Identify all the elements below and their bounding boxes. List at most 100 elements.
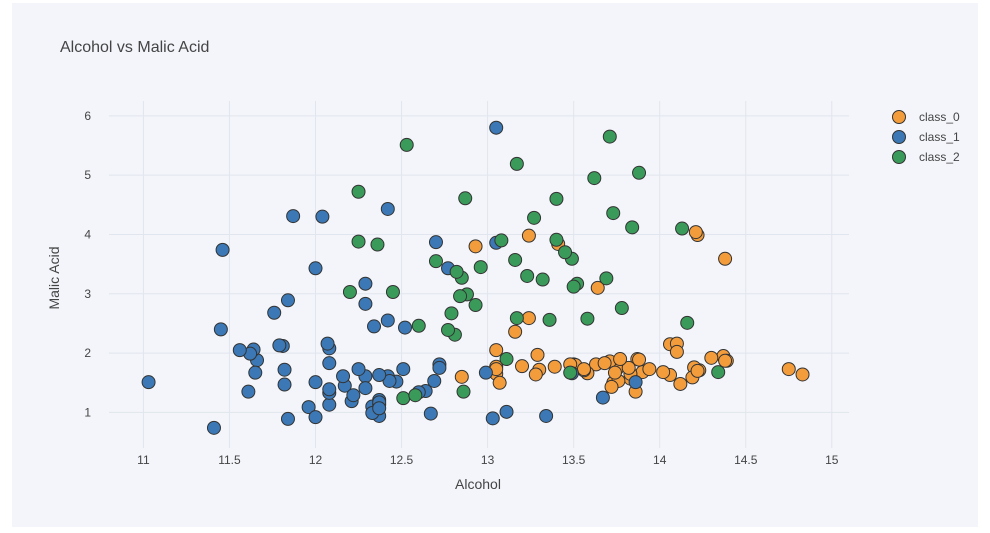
data-point-class_0[interactable] [795,367,810,382]
data-point-class_2[interactable] [549,232,564,247]
data-point-class_0[interactable] [489,343,504,358]
data-point-class_1[interactable] [382,373,397,388]
data-point-class_2[interactable] [599,271,614,286]
legend-label[interactable]: class_1 [919,130,960,144]
data-point-class_1[interactable] [396,362,411,377]
data-point-class_2[interactable] [602,129,617,144]
data-point-class_0[interactable] [515,359,530,374]
data-point-class_2[interactable] [458,191,473,206]
data-point-class_1[interactable] [489,120,504,135]
data-point-class_2[interactable] [680,315,695,330]
data-point-class_0[interactable] [781,362,796,377]
data-point-class_2[interactable] [508,252,523,267]
data-point-class_1[interactable] [346,388,361,403]
data-point-class_2[interactable] [449,264,464,279]
data-point-class_2[interactable] [527,210,542,225]
data-point-class_1[interactable] [380,313,395,328]
data-point-class_0[interactable] [642,362,657,377]
data-point-class_0[interactable] [576,362,591,377]
data-point-class_1[interactable] [372,401,387,416]
data-point-class_1[interactable] [595,390,610,405]
data-point-class_2[interactable] [499,352,514,367]
data-point-class_2[interactable] [453,289,468,304]
data-point-class_2[interactable] [399,137,414,152]
data-point-class_1[interactable] [322,397,337,412]
data-point-class_0[interactable] [508,324,523,339]
data-point-class_1[interactable] [485,411,500,426]
data-point-class_2[interactable] [625,220,640,235]
data-point-class_1[interactable] [380,201,395,216]
legend-marker-class_0[interactable] [892,110,906,124]
data-point-class_0[interactable] [454,369,469,384]
data-point-class_0[interactable] [718,251,733,266]
data-point-class_1[interactable] [308,375,323,390]
data-point-class_2[interactable] [711,365,726,380]
data-point-class_0[interactable] [718,353,733,368]
data-point-class_2[interactable] [456,384,471,399]
data-point-class_1[interactable] [358,381,373,396]
data-point-class_2[interactable] [542,312,557,327]
data-point-class_1[interactable] [286,209,301,224]
data-point-class_1[interactable] [206,420,221,435]
data-point-class_2[interactable] [351,184,366,199]
data-point-class_1[interactable] [398,320,412,335]
data-point-class_0[interactable] [688,225,703,240]
data-point-class_2[interactable] [408,388,423,403]
data-point-class_1[interactable] [280,293,295,308]
data-point-class_0[interactable] [656,365,671,380]
data-point-class_2[interactable] [566,279,581,294]
data-point-class_1[interactable] [336,369,351,384]
data-point-class_1[interactable] [213,322,228,337]
data-point-class_0[interactable] [530,347,545,362]
data-point-class_2[interactable] [535,272,550,287]
data-point-class_0[interactable] [492,375,507,390]
data-point-class_0[interactable] [528,367,543,382]
data-point-class_1[interactable] [248,365,263,380]
data-point-class_2[interactable] [580,311,595,326]
data-point-class_2[interactable] [632,165,647,180]
data-point-class_1[interactable] [301,400,316,415]
data-point-class_1[interactable] [280,411,295,426]
data-point-class_1[interactable] [428,235,443,250]
data-point-class_2[interactable] [563,365,578,380]
data-point-class_0[interactable] [604,379,619,394]
data-point-class_2[interactable] [411,318,426,333]
data-point-class_0[interactable] [673,376,688,391]
data-point-class_1[interactable] [367,319,382,334]
data-point-class_0[interactable] [597,356,612,371]
data-point-class_2[interactable] [370,237,385,252]
data-point-class_1[interactable] [322,382,337,397]
data-point-class_2[interactable] [473,260,488,275]
data-point-class_2[interactable] [494,233,509,248]
data-point-class_1[interactable] [267,305,282,320]
data-point-class_2[interactable] [396,391,411,406]
data-point-class_0[interactable] [521,311,536,326]
data-point-class_2[interactable] [428,254,443,269]
data-point-class_2[interactable] [558,245,573,260]
data-point-class_2[interactable] [441,322,456,337]
data-point-class_1[interactable] [277,362,292,377]
data-point-class_1[interactable] [272,338,287,353]
data-point-class_0[interactable] [590,280,605,295]
data-point-class_1[interactable] [308,410,323,425]
data-point-class_1[interactable] [478,365,493,380]
data-point-class_2[interactable] [444,306,459,321]
data-point-class_0[interactable] [669,344,684,359]
legend-marker-class_2[interactable] [892,150,906,164]
data-point-class_1[interactable] [320,336,335,351]
data-point-class_0[interactable] [547,359,562,374]
data-point-class_1[interactable] [141,375,156,390]
data-point-class_1[interactable] [432,360,447,375]
data-point-class_2[interactable] [509,156,524,171]
data-point-class_0[interactable] [613,352,628,367]
data-point-class_2[interactable] [675,221,690,236]
data-point-class_1[interactable] [351,362,366,377]
data-point-class_2[interactable] [351,234,366,249]
data-point-class_2[interactable] [342,284,357,299]
data-point-class_1[interactable] [539,408,554,423]
data-point-class_2[interactable] [549,191,564,206]
data-point-class_1[interactable] [358,296,373,311]
data-point-class_2[interactable] [606,206,621,221]
legend-marker-class_1[interactable] [892,130,906,144]
data-point-class_0[interactable] [468,239,483,254]
